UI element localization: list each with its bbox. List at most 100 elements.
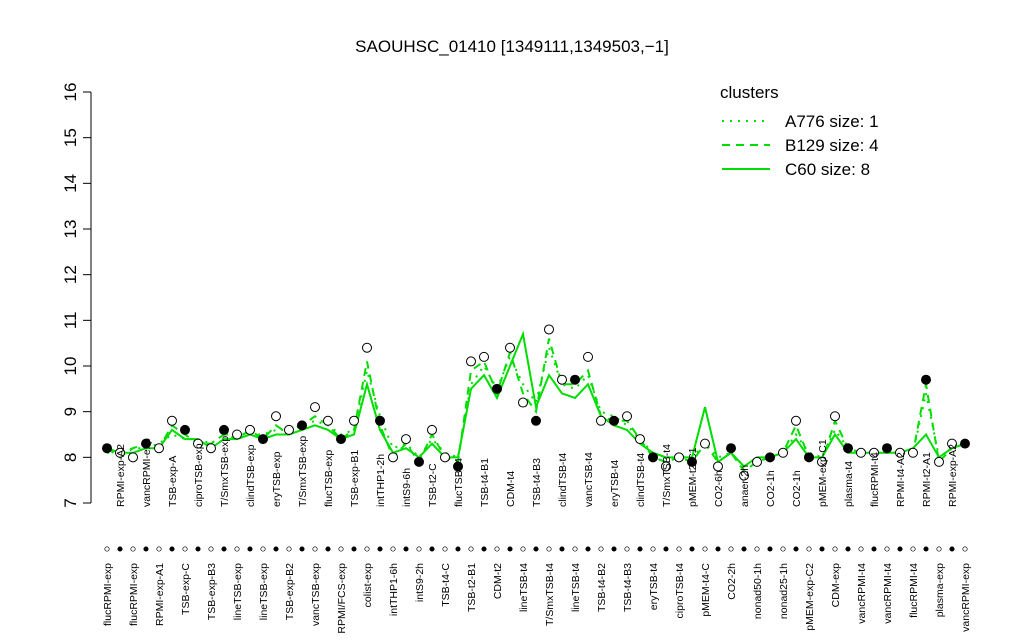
y-tick-label: 11 — [61, 312, 80, 330]
sample-dot — [234, 546, 240, 552]
y-tick-label: 9 — [61, 407, 80, 416]
sample-dot — [754, 546, 760, 552]
x-tick-label: clindTSB-exp — [245, 444, 257, 507]
sample-dot — [208, 546, 214, 552]
point — [869, 447, 879, 458]
x-tick-label: RPMI-exp-A2 — [115, 444, 127, 507]
point — [700, 438, 710, 449]
sample-dot — [299, 546, 305, 552]
sample-dot — [793, 546, 799, 552]
point — [141, 438, 151, 449]
sample-dot — [312, 546, 318, 552]
sample-dot — [494, 546, 500, 552]
y-tick-label: 10 — [61, 357, 80, 376]
x-tick-label: pMEM-t2-C1 — [687, 447, 699, 507]
x-tick-label: RPMI-exp-A1 — [154, 563, 166, 626]
x-tick-label: clindTSB-t4 — [635, 453, 647, 507]
x-tick-label: flucRPMI-t4 — [908, 563, 920, 618]
sample-dot — [416, 546, 422, 552]
sample-dot — [715, 546, 721, 552]
sample-dot — [819, 546, 825, 552]
sample-dot — [910, 546, 916, 552]
x-tick-label: TSB-t4-B3 — [531, 458, 543, 507]
sample-dot — [780, 546, 786, 552]
point — [622, 411, 632, 422]
point — [804, 452, 814, 463]
point — [882, 443, 892, 454]
x-tick-label: vancRPMI-exp — [141, 438, 153, 507]
sample-dot — [884, 546, 890, 552]
x-tick-label: vancTSB-t4 — [583, 452, 595, 507]
point — [739, 470, 749, 481]
sample-dot — [247, 546, 253, 552]
legend-label: C60 size: 8 — [785, 160, 870, 179]
sample-dot — [273, 546, 279, 552]
sample-dot — [377, 546, 383, 552]
sample-dot — [403, 546, 409, 552]
sample-dot — [949, 546, 955, 552]
x-tick-label: RPMI-t4-A2 — [895, 452, 907, 507]
point — [284, 424, 294, 435]
point — [414, 456, 424, 467]
x-tick-label: CO2-1h — [791, 470, 803, 507]
sample-dot — [533, 546, 539, 552]
sample-dot — [195, 546, 201, 552]
point — [297, 420, 307, 431]
sample-dot — [481, 546, 487, 552]
x-tick-label: intTHP1-6h — [388, 563, 400, 616]
point — [609, 415, 619, 426]
sample-dot — [871, 546, 877, 552]
point — [713, 461, 723, 472]
x-tick-label: vancRPMI-exp — [960, 563, 972, 632]
x-tick-label: vancRPMI-t4 — [882, 563, 894, 624]
point — [726, 443, 736, 454]
x-tick-label: nonad25-1h — [778, 563, 790, 619]
point — [791, 415, 801, 426]
x-tick-label: anaer-2h — [739, 465, 751, 507]
x-tick-label: TSB-exp-B1 — [349, 450, 361, 507]
point — [102, 443, 112, 454]
sample-dot — [260, 546, 266, 552]
point — [583, 351, 593, 362]
x-tick-label: CDM-exp — [830, 563, 842, 607]
x-tick-label: flucRPMI-t4 — [869, 452, 881, 507]
x-tick-label: CDM-t2 — [492, 563, 504, 599]
sample-dot — [338, 546, 344, 552]
sample-dot — [455, 546, 461, 552]
sample-dot — [559, 546, 565, 552]
sample-dot — [676, 546, 682, 552]
sample-dot — [325, 546, 331, 552]
point — [219, 424, 229, 435]
legend-label: B129 size: 4 — [785, 136, 879, 155]
x-tick-label: ciproTSB-exp — [193, 443, 205, 507]
sample-dot — [845, 546, 851, 552]
sample-dot — [897, 546, 903, 552]
x-tick-label: T/SmxTSB-t4 — [544, 563, 556, 626]
point — [440, 452, 450, 463]
point — [661, 461, 671, 472]
legend-title: clusters — [720, 83, 779, 102]
sample-dot — [169, 546, 175, 552]
x-tick-label: eryTSB-t4 — [648, 563, 660, 610]
x-tick-label: pMEM-t4-C — [700, 563, 712, 617]
legend-label: A776 size: 1 — [785, 112, 879, 131]
x-tick-label: vancRPMI-t4 — [856, 563, 868, 624]
point — [453, 461, 463, 472]
sample-dot — [637, 546, 643, 552]
point — [817, 456, 827, 467]
x-tick-label: RPMI-t2-A1 — [921, 452, 933, 507]
x-tick-label: colist-exp — [362, 563, 374, 608]
x-tick-label: T/SmxTSB-exp — [297, 436, 309, 507]
x-tick-label: TSB-t2-C — [427, 463, 439, 507]
sample-dot — [689, 546, 695, 552]
point — [531, 415, 541, 426]
point — [245, 424, 255, 435]
sample-dot — [468, 546, 474, 552]
sample-dot — [156, 546, 162, 552]
point — [908, 447, 918, 458]
x-tick-label: ciproTSB-t4 — [674, 563, 686, 619]
x-tick-label: clindTSB-t4 — [557, 453, 569, 507]
point — [375, 415, 385, 426]
x-tick-label: pMEM-exp-C2 — [804, 563, 816, 631]
